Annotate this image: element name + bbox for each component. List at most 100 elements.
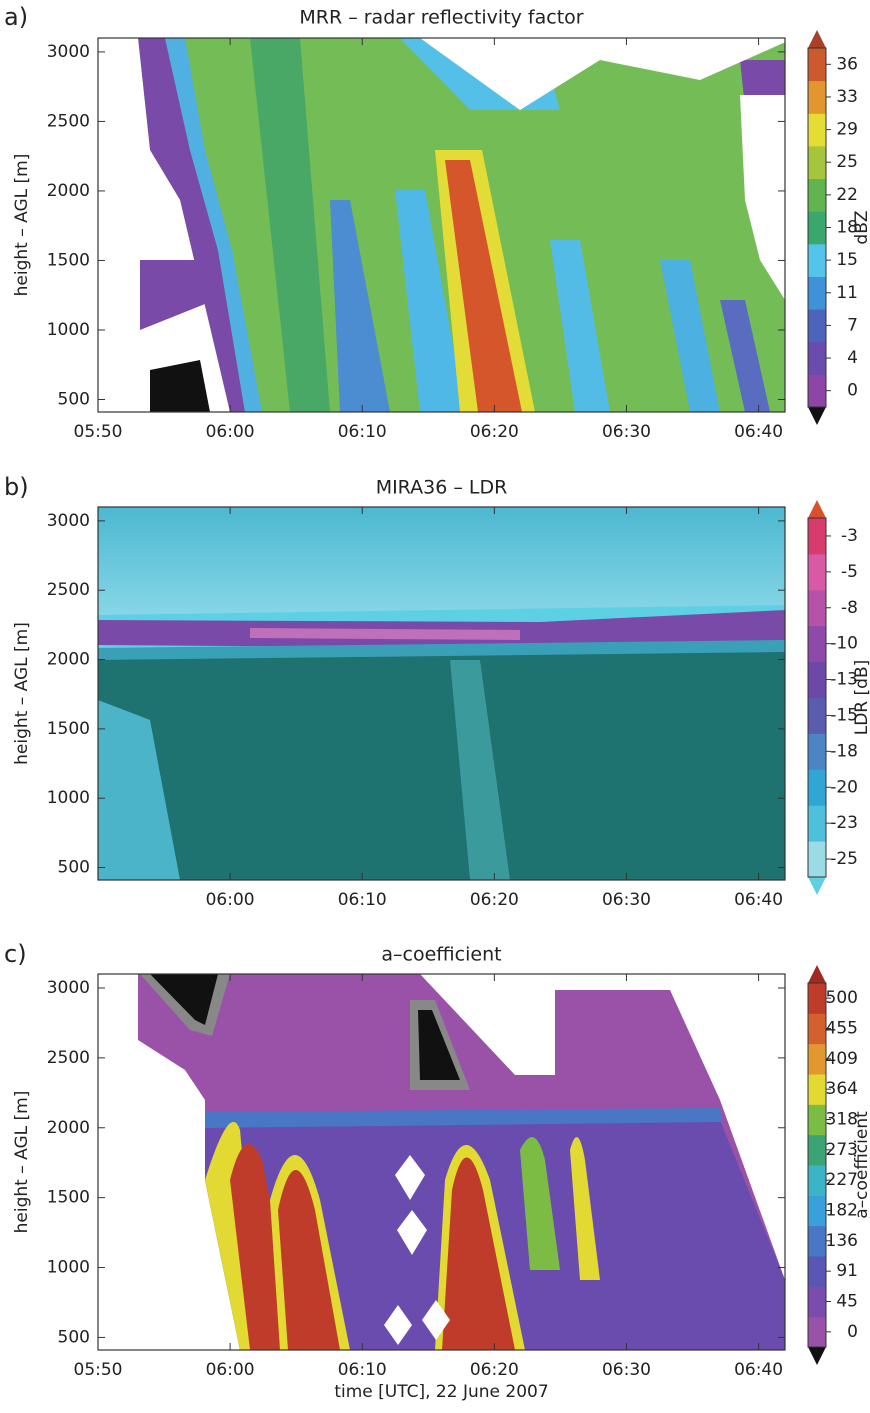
colorbar-end: [808, 500, 826, 518]
colorbar-tick-label: -5: [841, 562, 858, 582]
y-tick-label: 1500: [47, 1188, 90, 1208]
x-axis-label: time [UTC], 22 June 2007: [334, 1382, 548, 1402]
colorbar-tick-label: 29: [836, 120, 858, 140]
colorbar-band: [808, 178, 826, 212]
x-tick-label: 06:10: [338, 1360, 387, 1380]
y-tick-label: 1000: [47, 788, 90, 808]
colorbar-band: [808, 1043, 826, 1075]
colorbar-tick-label: 0: [847, 1322, 858, 1342]
y-tick-label: 2500: [47, 111, 90, 131]
colorbar-band: [808, 805, 826, 842]
colorbar-tick-label: -13: [830, 670, 858, 690]
colorbar-band: [808, 1134, 826, 1166]
colorbar-tick-label: -3: [841, 526, 858, 546]
x-tick-label: 06:20: [470, 422, 519, 442]
colorbar-tick-label: -15: [830, 705, 858, 725]
colorbar-tick-label: 273: [826, 1140, 858, 1160]
colorbar-band: [808, 733, 826, 770]
colorbar-band: [808, 983, 826, 1014]
y-tick-label: 1500: [47, 250, 90, 270]
panel-label: b): [4, 473, 29, 501]
colorbar-label: LDR [dB]: [852, 660, 870, 736]
colorbar-band: [808, 841, 826, 878]
colorbar-tick-label: 4: [847, 348, 858, 368]
colorbar-end: [808, 877, 826, 895]
y-tick-label: 2000: [47, 1118, 90, 1138]
x-tick-label: 06:40: [734, 1360, 783, 1380]
y-tick-label: 3000: [47, 42, 90, 62]
x-tick-label: 06:30: [602, 422, 651, 442]
colorbar-tick-label: 182: [826, 1201, 858, 1221]
colorbar-band: [808, 1074, 826, 1105]
contour-field: [98, 38, 785, 412]
colorbar-band: [808, 211, 826, 245]
y-tick-label: 1000: [47, 320, 90, 340]
colorbar-tick-label: 91: [836, 1261, 858, 1281]
colorbar-tick-label: 36: [836, 54, 858, 74]
colorbar-band: [808, 1165, 826, 1196]
colorbar-tick-label: 136: [826, 1231, 858, 1251]
plot-frame: [97, 973, 786, 1351]
contour-field: [138, 974, 785, 1350]
panel-title: MIRA36 – LDR: [376, 477, 508, 499]
x-tick-label: 06:30: [602, 1360, 651, 1380]
x-tick-label: 05:50: [74, 422, 123, 442]
colorbar-frame: [807, 517, 827, 878]
colorbar-end: [808, 407, 826, 425]
colorbar-tick-label: 25: [836, 152, 858, 172]
colorbar-tick-label: -25: [830, 849, 858, 869]
colorbar-tick-label: 45: [836, 1292, 858, 1312]
y-tick-label: 2000: [47, 650, 90, 670]
x-tick-label: 06:20: [470, 890, 519, 910]
x-tick-label: 06:00: [206, 890, 255, 910]
colorbar-band: [808, 769, 826, 806]
colorbar-tick-label: 409: [826, 1049, 858, 1069]
colorbar-tick-label: 500: [826, 988, 858, 1008]
colorbar-band: [808, 1013, 826, 1045]
colorbar-band: [808, 1286, 826, 1318]
y-axis-label: height – AGL [m]: [12, 1091, 32, 1234]
colorbar-band: [808, 374, 826, 408]
colorbar-tick-label: -20: [830, 777, 858, 797]
y-axis-label: height – AGL [m]: [12, 154, 32, 297]
colorbar-band: [808, 589, 826, 627]
x-tick-label: 06:00: [206, 1360, 255, 1380]
colorbar-band: [808, 1195, 826, 1227]
y-tick-label: 2000: [47, 181, 90, 201]
y-axis-label: height – AGL [m]: [12, 622, 32, 765]
colorbar-band: [808, 1104, 826, 1136]
x-tick-label: 06:30: [602, 890, 651, 910]
colorbar-end: [808, 1347, 826, 1365]
y-tick-label: 2500: [47, 580, 90, 600]
y-tick-label: 500: [58, 389, 90, 409]
colorbar-band: [808, 1256, 826, 1287]
colorbar-tick-label: 0: [847, 381, 858, 401]
colorbar-band: [808, 145, 826, 180]
colorbar-tick-label: 18: [836, 218, 858, 238]
colorbar-frame: [807, 982, 827, 1348]
colorbar-tick-label: 455: [826, 1019, 858, 1039]
colorbar-band: [808, 341, 826, 375]
colorbar-tick-label: 33: [836, 87, 858, 107]
colorbar-tick-label: 15: [836, 250, 858, 270]
colorbar-end: [808, 30, 826, 48]
y-tick-label: 500: [58, 1327, 90, 1347]
colorbar-tick-label: -10: [830, 634, 858, 654]
colorbar-band: [808, 697, 826, 734]
colorbar-band: [808, 553, 826, 591]
colorbar-tick-label: 227: [826, 1170, 858, 1190]
panel-label: c): [4, 940, 27, 968]
colorbar-label: dBZ: [852, 210, 870, 244]
y-tick-label: 1000: [47, 1258, 90, 1278]
x-tick-label: 05:50: [74, 1360, 123, 1380]
y-tick-label: 1500: [47, 719, 90, 739]
colorbar-tick-label: -23: [830, 813, 858, 833]
y-tick-label: 500: [58, 858, 90, 878]
x-tick-label: 06:00: [206, 422, 255, 442]
y-tick-label: 2500: [47, 1048, 90, 1068]
colorbar-tick-label: 364: [826, 1079, 858, 1099]
colorbar-tick-label: 7: [847, 315, 858, 335]
x-tick-label: 06:10: [338, 422, 387, 442]
plot-frame: [97, 506, 786, 881]
